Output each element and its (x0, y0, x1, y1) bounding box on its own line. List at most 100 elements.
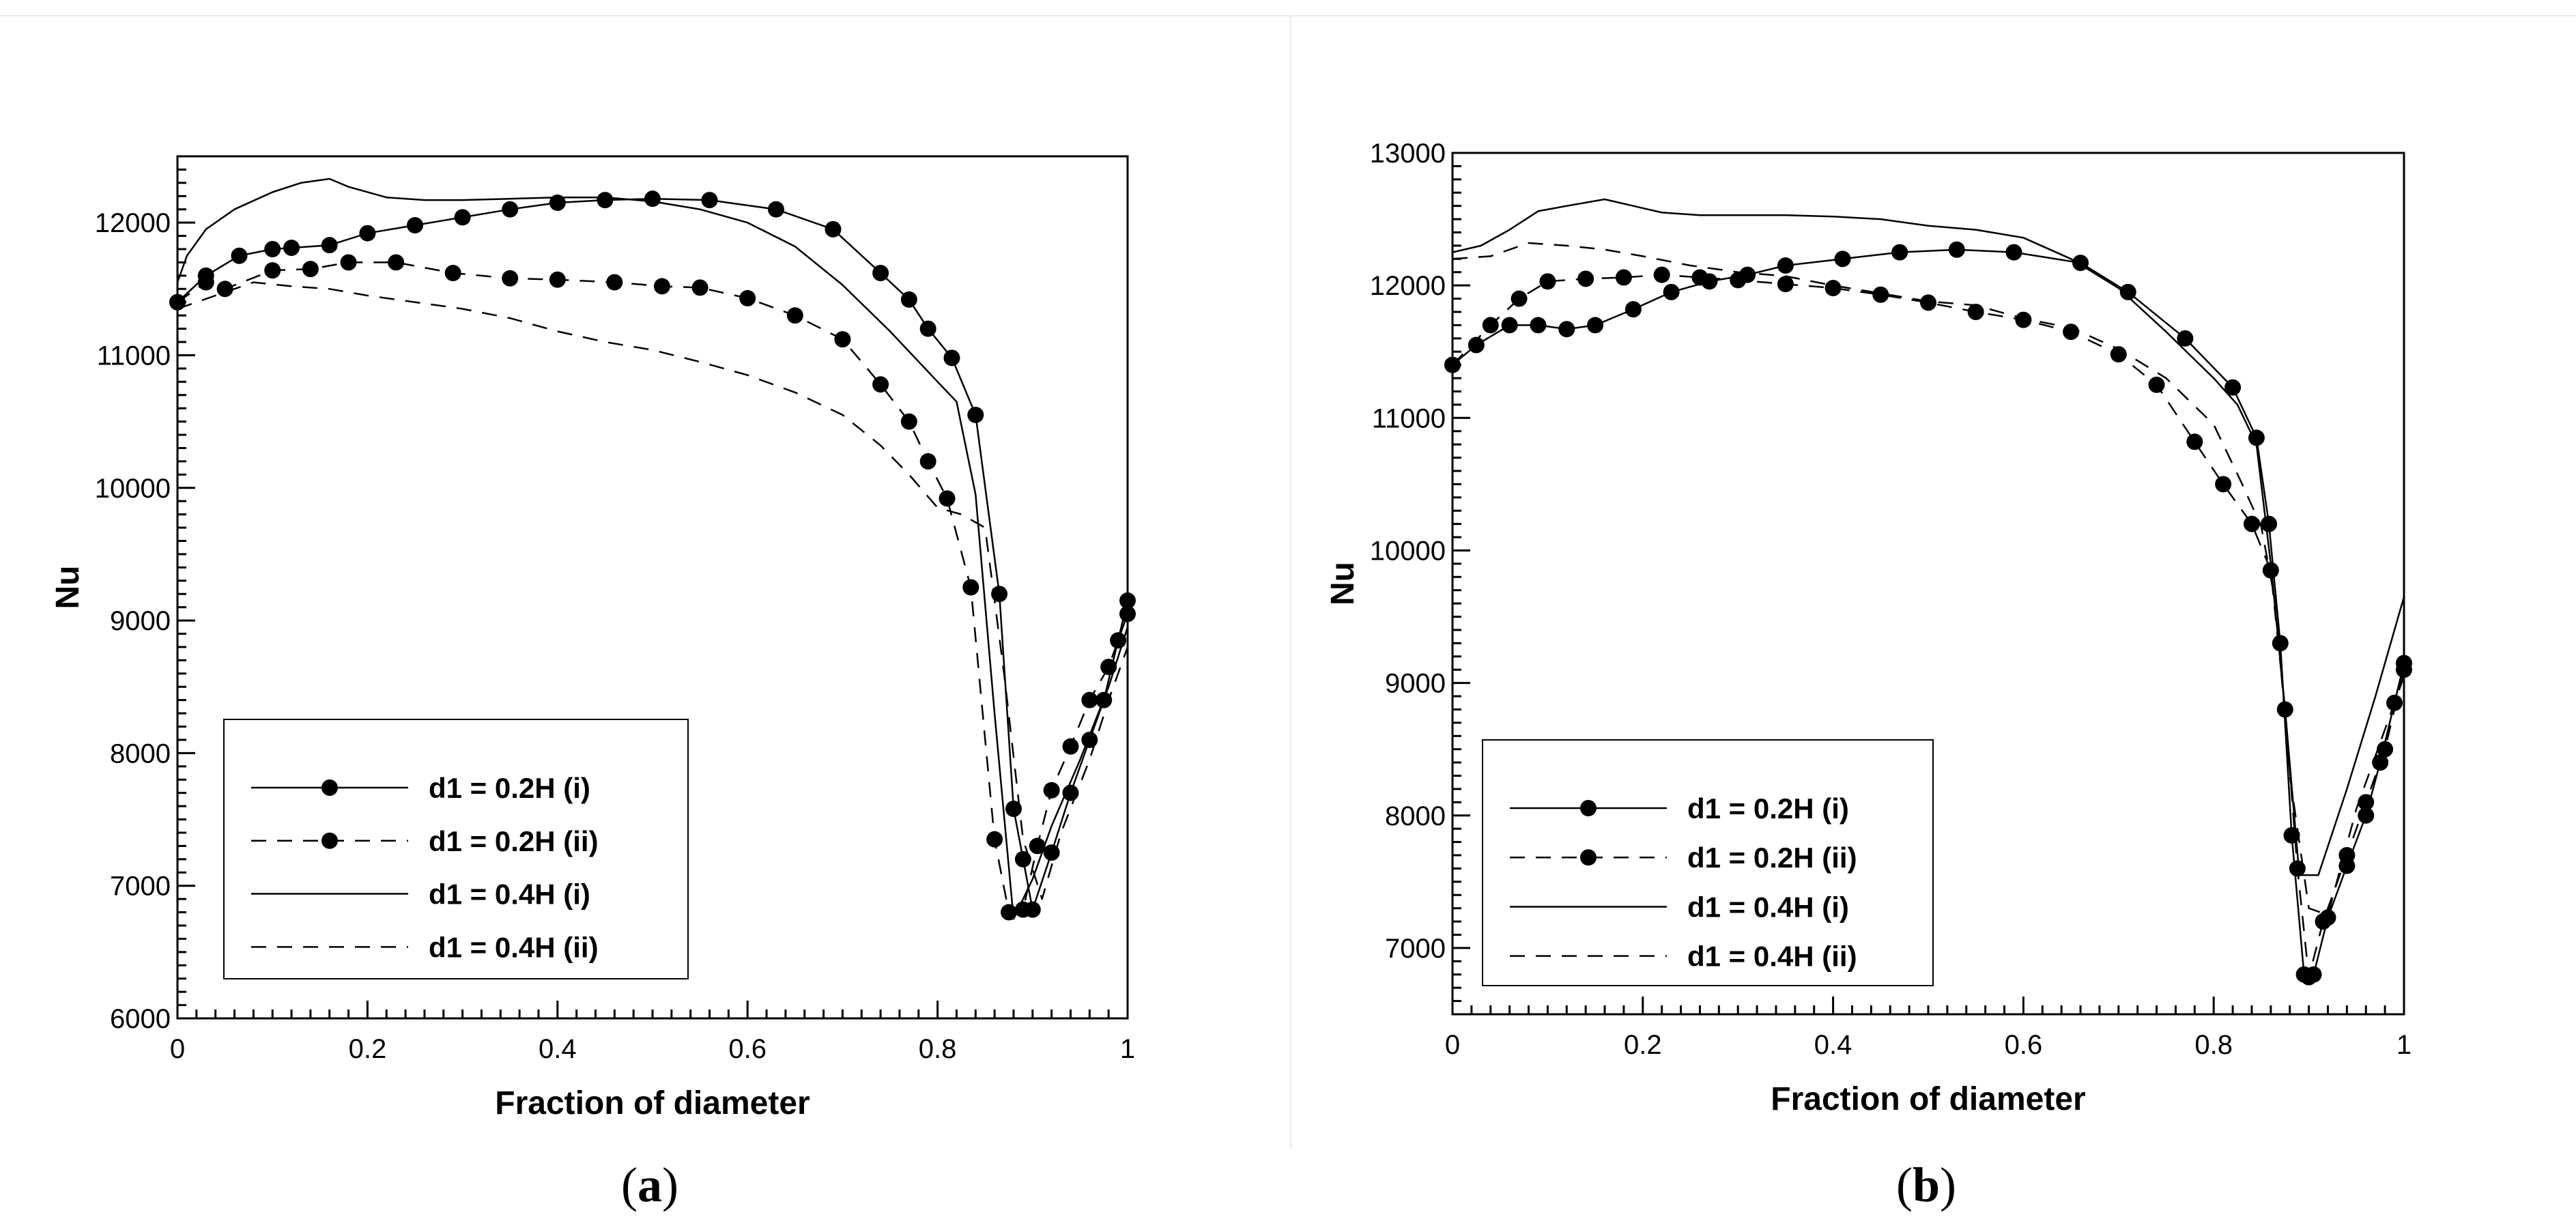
x-tick-label: 0.6 (2005, 1030, 2043, 1060)
data-point (1043, 782, 1060, 799)
data-point (1119, 592, 1136, 609)
data-point (825, 220, 842, 238)
legend-label: d1 = 0.2H (i) (429, 772, 590, 804)
data-point (900, 413, 917, 430)
data-point (1834, 250, 1851, 268)
data-point (2289, 860, 2306, 877)
legend: d1 = 0.2H (i) d1 = 0.2H (ii) d1 = 0.4H (i)… (1482, 739, 1934, 986)
x-tick-label: 0.6 (728, 1034, 767, 1064)
data-point (2243, 515, 2260, 532)
data-point (739, 289, 756, 306)
data-point (2377, 741, 2394, 758)
legend-label: d1 = 0.2H (ii) (1687, 842, 1857, 874)
data-point (1577, 270, 1594, 287)
data-point (1872, 286, 1889, 303)
data-point (1777, 276, 1794, 293)
y-tick-label: 9000 (110, 606, 171, 636)
y-tick-label: 12000 (95, 208, 171, 238)
data-point (1029, 837, 1046, 855)
data-point (2148, 376, 2165, 393)
data-point (2224, 379, 2242, 396)
legend-marker (1580, 800, 1597, 816)
data-point (1587, 317, 1604, 334)
y-tick-label: 8000 (1385, 801, 1446, 831)
data-point (991, 586, 1008, 603)
data-point (986, 831, 1003, 848)
y-tick-label: 7000 (1385, 934, 1446, 964)
data-point (359, 225, 376, 242)
data-point (231, 247, 248, 264)
series-2 (169, 254, 1136, 921)
x-tick-label: 1 (1120, 1034, 1135, 1064)
series-3 (1452, 198, 2405, 876)
data-point (388, 254, 405, 271)
caption-b-letter: b (1912, 1158, 1941, 1212)
series-line (1452, 274, 2405, 978)
legend-marker (1580, 849, 1597, 866)
data-point (606, 274, 623, 291)
data-point (321, 237, 338, 254)
data-point (1691, 269, 1708, 286)
data-point (919, 453, 936, 470)
data-point (1777, 257, 1794, 274)
data-point (1043, 844, 1060, 861)
data-point (1014, 850, 1031, 868)
data-point (1444, 356, 1461, 373)
data-point (2261, 515, 2278, 532)
data-point (1511, 290, 1528, 307)
data-point (264, 241, 281, 258)
data-point (939, 490, 956, 507)
y-tick-label: 11000 (1372, 403, 1446, 433)
data-point (644, 190, 661, 207)
y-axis-label: Nu (50, 566, 86, 610)
data-point (502, 201, 519, 218)
data-point (2315, 913, 2332, 930)
data-point (502, 270, 519, 287)
data-point (2248, 429, 2265, 446)
x-tick-label: 0.8 (2194, 1030, 2233, 1060)
data-point (1615, 269, 1632, 286)
x-tick-label: 1 (2396, 1030, 2412, 1060)
data-point (1062, 738, 1079, 755)
data-point (691, 279, 709, 296)
x-tick-label: 0 (1445, 1030, 1460, 1060)
legend-box (1482, 739, 1934, 986)
data-point (2272, 635, 2289, 652)
data-point (1014, 901, 1031, 918)
legend-label: d1 = 0.2H (i) (1687, 792, 1849, 825)
y-axis-label: Nu (1325, 562, 1361, 605)
top-border-line (0, 15, 2576, 16)
data-point (1468, 336, 1485, 354)
data-point (1967, 303, 1984, 320)
data-point (2215, 476, 2232, 493)
data-point (454, 209, 471, 226)
legend-label: d1 = 0.2H (ii) (429, 825, 599, 857)
data-point (169, 293, 186, 311)
y-tick-label: 12000 (1370, 271, 1446, 301)
data-point (919, 320, 936, 337)
data-point (264, 262, 281, 279)
data-point (1920, 294, 1936, 311)
caption-a: (a) (621, 1158, 678, 1212)
series-line (176, 177, 1129, 920)
series-4 (1452, 242, 2405, 916)
data-point (2186, 433, 2203, 450)
data-point (2338, 847, 2356, 864)
legend-label: d1 = 0.4H (ii) (429, 931, 599, 963)
data-point (549, 195, 566, 212)
data-point (283, 240, 300, 257)
data-point (653, 278, 670, 295)
x-axis-label: Fraction of diameter (495, 1085, 810, 1121)
data-point (549, 271, 566, 288)
data-point (900, 291, 917, 308)
y-tick-label: 11000 (97, 341, 171, 371)
x-tick-label: 0.2 (349, 1034, 387, 1064)
data-point (1119, 605, 1136, 622)
chart-a-svg: 0 0.2 0.4 0.6 0.8 1 6000 7000 8000 9000 10000 11000… (50, 155, 1136, 1121)
data-point (2396, 661, 2412, 678)
legend: d1 = 0.2H (i) d1 = 0.2H (ii) d1 = 0.4H (i)… (223, 719, 689, 979)
series-line (1452, 198, 2405, 876)
legend-label: d1 = 0.4H (i) (1687, 891, 1849, 923)
data-point (2110, 346, 2127, 363)
y-tick-label: 9000 (1385, 669, 1446, 699)
